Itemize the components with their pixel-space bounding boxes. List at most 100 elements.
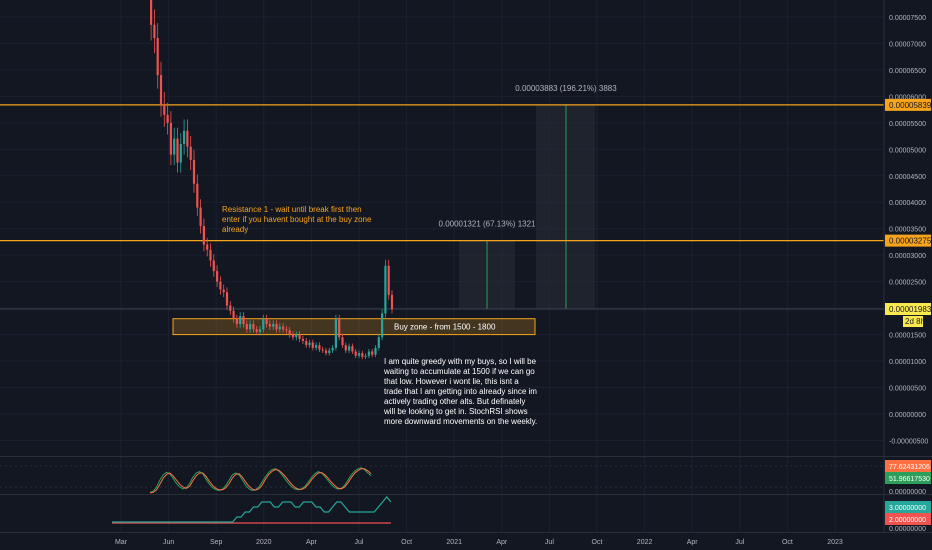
candle — [348, 346, 351, 351]
target-2-label: 0.00003883 (196.21%) 3883 — [515, 84, 617, 93]
candle — [252, 324, 255, 330]
candle — [199, 207, 202, 227]
candle — [278, 326, 281, 330]
body-note-line: waiting to accumulate at 1500 if we can … — [383, 367, 535, 376]
price-axis[interactable]: 0.00007500 0.00007000 0.00006500 0.00006000… — [883, 0, 928, 532]
candle — [305, 340, 308, 346]
candle — [173, 138, 176, 155]
candle — [166, 114, 169, 123]
candle — [268, 324, 271, 327]
indicator-value-tag — [885, 513, 931, 525]
price-tick-label: 0.00007000 — [889, 41, 926, 48]
candle — [331, 347, 334, 351]
time-tick-label: Apr — [687, 539, 699, 546]
candle — [212, 260, 215, 272]
candle — [156, 38, 159, 76]
candle — [390, 294, 394, 310]
resistance-note-line: Resistance 1 - wait until break first th… — [222, 205, 362, 214]
candle — [301, 338, 304, 341]
candle — [361, 353, 364, 357]
candle — [245, 324, 248, 330]
candle — [341, 337, 344, 346]
time-tick-label: Jun — [163, 539, 174, 546]
time-tick-label: Jul — [545, 539, 554, 546]
candle — [357, 353, 361, 356]
price-tick-label: 0.00005000 — [889, 147, 926, 154]
candle — [206, 244, 209, 250]
candle — [364, 355, 367, 357]
candle — [219, 281, 222, 290]
target-1-label: 0.00001321 (67.13%) 1321 — [439, 220, 537, 229]
candle — [150, 0, 153, 25]
time-tick-label: 2023 — [827, 539, 843, 546]
candle — [258, 329, 262, 332]
candle — [295, 334, 298, 338]
candle — [354, 351, 357, 356]
time-tick-label: Jul — [735, 539, 744, 546]
candle — [196, 183, 199, 208]
body-note-line: I am quite greedy with my buys, so I wil… — [384, 357, 537, 366]
stoch-value-tag — [885, 460, 931, 472]
time-tick-label: Oct — [401, 539, 412, 546]
resistance-note-line: already — [222, 225, 248, 234]
price-tick-label: 0.00001000 — [889, 359, 926, 366]
candle — [176, 138, 179, 163]
indicator-value-tag — [885, 501, 931, 513]
current-price-tag — [885, 303, 931, 316]
candle — [239, 316, 242, 324]
body-note-line: trade that I am getting into already sin… — [384, 387, 537, 396]
price-tick-label: 0.00005500 — [889, 121, 926, 128]
resistance-1-tag — [885, 234, 931, 247]
resistance-note: Resistance 1 - wait until break first th… — [222, 205, 374, 234]
candle — [298, 334, 301, 339]
price-tick-label: 0.00004500 — [889, 174, 926, 181]
indicator-value-text: 3.00000000 — [889, 505, 926, 512]
price-tick-label: 0.00004000 — [889, 200, 926, 207]
candle — [384, 265, 387, 314]
candle — [229, 305, 232, 311]
resistance-1-tag-text: 0.00003275 — [889, 237, 932, 246]
resistance-2-tag — [885, 98, 931, 111]
candle — [288, 330, 291, 335]
resistance-2-tag-text: 0.00005839 — [889, 101, 932, 110]
time-tick-label: 2021 — [446, 539, 462, 546]
price-tick-label: 0.00003000 — [889, 253, 926, 260]
stoch-rsi-pane[interactable]: 77.62431206 51.96617530 0.00000000 — [0, 456, 932, 497]
candle — [265, 318, 268, 324]
countdown-tag — [903, 316, 923, 328]
indicator-value-text: 2.00000000 — [889, 517, 926, 524]
candle — [321, 349, 324, 351]
indicator-pane[interactable]: 3.00000000 2.00000000 0.00000000 — [0, 494, 932, 534]
body-note-line: more downward movements on the weekly. — [384, 417, 537, 426]
candle — [232, 310, 235, 319]
time-tick-label: Oct — [782, 539, 793, 546]
candle — [222, 289, 225, 293]
time-tick-label: Jul — [355, 539, 364, 546]
candle — [318, 345, 321, 350]
stoch-k-line — [149, 467, 372, 493]
candle — [338, 318, 341, 338]
candle — [328, 350, 331, 354]
body-note-line: that low. However i wont lie, this isnt … — [384, 377, 519, 386]
price-tick-label: 0.00006500 — [889, 68, 926, 75]
candle — [371, 351, 374, 355]
candle — [225, 292, 229, 306]
candle — [163, 104, 166, 115]
candle — [209, 249, 212, 261]
stoch-zero-label: 0.00000000 — [889, 489, 926, 496]
candle — [374, 347, 377, 355]
candle — [262, 318, 265, 330]
time-tick-label: Mar — [115, 539, 128, 546]
grid — [0, 0, 884, 532]
buy-zone-label: Buy zone - from 1500 - 1800 — [394, 323, 496, 332]
time-axis[interactable]: Mar Jun Sep 2020 Apr Jul Oct 2021 Apr Jul Oct 2022 A… — [0, 532, 932, 547]
time-tick-label: Oct — [592, 539, 603, 546]
candle — [351, 346, 354, 352]
candle — [192, 159, 196, 184]
price-tick-label: 0.00000500 — [889, 386, 926, 393]
target-boxes: 0.00001321 (67.13%) 1321 0.00003883 (196… — [439, 84, 617, 310]
candle — [153, 24, 156, 39]
candle — [344, 345, 347, 351]
indicator-zero-label: 0.00000000 — [889, 526, 926, 533]
